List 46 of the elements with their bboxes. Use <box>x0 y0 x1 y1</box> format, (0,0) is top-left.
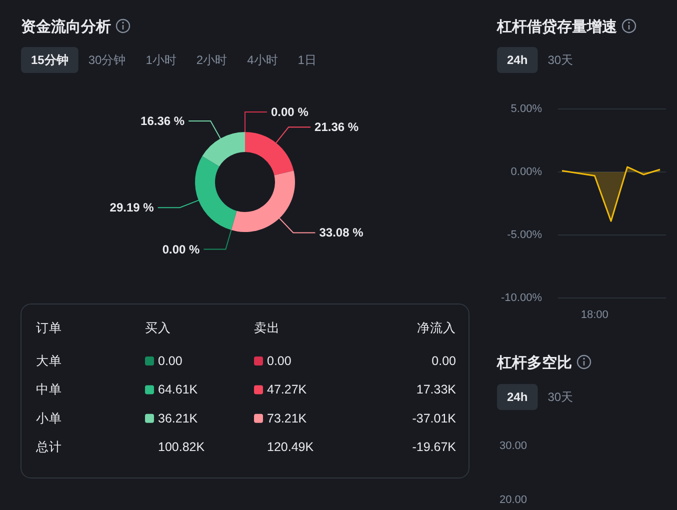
text: 1日 <box>298 53 316 67</box>
data-label: 73.21K <box>267 411 308 426</box>
text: 30天 <box>548 53 574 67</box>
data-label: -19.67K <box>412 440 457 454</box>
text: 30天 <box>548 390 574 404</box>
text: 买入 <box>145 321 171 335</box>
chart-title: 杠杆借贷存量增速 <box>496 18 618 36</box>
data-label: 36.21K <box>158 411 198 426</box>
text: 30分钟 <box>88 53 126 67</box>
data-label: 100.82K <box>158 440 206 454</box>
y-tick-label: -5.00% <box>507 229 542 241</box>
data-label: 29.19 % <box>110 200 154 215</box>
data-label: -37.01K <box>412 411 457 426</box>
x-tick-label: 18:00 <box>580 309 608 321</box>
y-tick-label: 0.00% <box>510 166 542 178</box>
text: 1小时 <box>146 53 176 67</box>
data-label: 21.36 % <box>314 120 359 134</box>
text: 30.00 <box>499 440 527 452</box>
text: 杠杆多空比 <box>496 354 572 372</box>
category-label: 大单 <box>36 354 62 368</box>
category-label: 中单 <box>36 382 62 397</box>
text: 净流入 <box>417 320 456 335</box>
data-label: 17.33K <box>416 382 457 397</box>
y-tick-label: -10.00% <box>501 292 542 304</box>
data-label: 0.00 <box>158 354 182 368</box>
data-label: 0.00 <box>267 354 292 368</box>
text: 15分钟 <box>31 53 68 67</box>
text: 卖出 <box>254 321 280 335</box>
text: 订单 <box>36 321 62 335</box>
text: 20.00 <box>499 494 527 506</box>
text: 0.00 % <box>162 242 200 256</box>
data-label: 16.36 % <box>140 114 185 128</box>
text: 2小时 <box>196 53 228 67</box>
category-label: 总计 <box>35 440 62 454</box>
data-label: 0.00 <box>432 354 456 368</box>
text: 24h <box>507 390 528 404</box>
text: 24h <box>507 53 528 67</box>
category-label: 小单 <box>36 411 62 426</box>
data-label: 47.27K <box>267 382 308 397</box>
data-label: 64.61K <box>158 382 198 397</box>
text: 4小时 <box>247 53 278 67</box>
y-tick-label: 5.00% <box>510 103 542 115</box>
data-label: 120.49K <box>267 440 314 454</box>
chart-title: 资金流向分析 <box>21 18 111 36</box>
text: 0.00 % <box>271 105 308 119</box>
data-label: 33.08 % <box>319 226 364 240</box>
